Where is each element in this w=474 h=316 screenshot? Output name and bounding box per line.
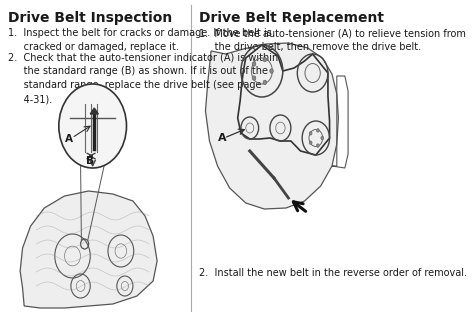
Text: Drive Belt Replacement: Drive Belt Replacement (199, 11, 384, 25)
Circle shape (59, 84, 127, 168)
Text: Drive Belt Inspection: Drive Belt Inspection (8, 11, 173, 25)
Polygon shape (90, 108, 98, 114)
Circle shape (252, 62, 256, 66)
Circle shape (309, 131, 312, 135)
Text: A: A (65, 134, 73, 144)
Circle shape (270, 69, 273, 73)
Polygon shape (205, 43, 338, 209)
Text: B: B (86, 156, 94, 166)
Circle shape (321, 136, 324, 140)
Circle shape (263, 58, 267, 62)
Text: 1.  Move the auto-tensioner (A) to relieve tension from
     the drive belt, the: 1. Move the auto-tensioner (A) to reliev… (199, 28, 466, 52)
Polygon shape (20, 191, 157, 308)
Text: 1.  Inspect the belt for cracks or damage. If the belt is
     cracked or damage: 1. Inspect the belt for cracks or damage… (8, 28, 272, 52)
Circle shape (263, 80, 267, 85)
Text: 2.  Install the new belt in the reverse order of removal.: 2. Install the new belt in the reverse o… (199, 268, 467, 278)
Circle shape (252, 76, 256, 80)
Circle shape (317, 144, 319, 147)
Circle shape (317, 129, 319, 132)
Text: A: A (218, 133, 226, 143)
Text: 2.  Check that the auto-tensioner indicator (A) is within
     the standard rang: 2. Check that the auto-tensioner indicat… (8, 52, 278, 104)
Circle shape (309, 141, 312, 144)
